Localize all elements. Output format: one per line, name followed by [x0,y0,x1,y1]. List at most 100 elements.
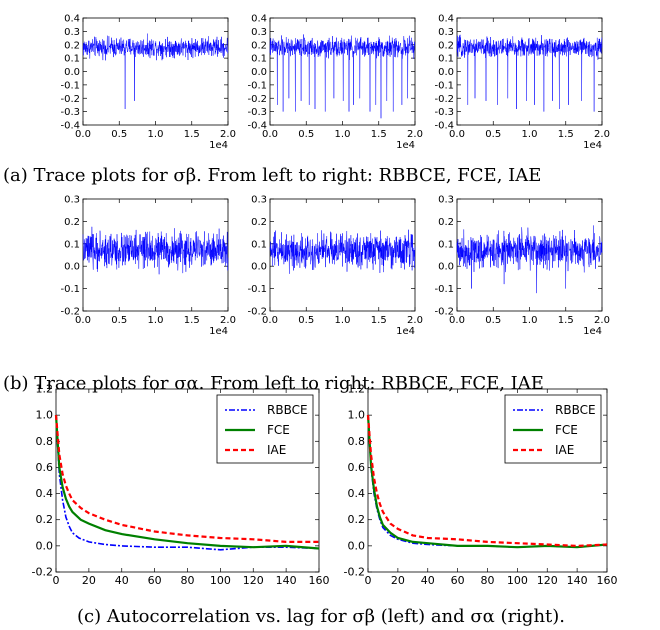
x-tick-label: 0.0 [449,129,465,140]
y-tick-label: -0.4 [60,121,80,132]
chart-a-IAE: 0.40.30.20.10.0-0.1-0.2-0.3-0.40.0 0.5 1.0… [434,14,609,152]
y-tick-label: -0.2 [344,566,365,579]
y-tick-label: 0.4 [251,14,267,25]
x-tick-label: 2.0 [594,315,610,326]
x-tick-label: 40 [421,574,435,587]
y-tick-label: 0.0 [36,539,54,552]
y-tick-label: 0.1 [64,54,80,65]
x-tick-label: 80 [481,574,495,587]
y-tick-label: -0.2 [60,307,80,318]
x-tick-label: 1.0 [148,315,164,326]
x-tick-label: 160 [597,574,618,587]
y-tick-label: 0.0 [348,539,366,552]
chart-a-RBBCE: 0.40.30.20.10.0-0.1-0.2-0.3-0.40.0 0.5 1.0… [60,14,235,152]
y-tick-label: -0.1 [60,80,80,91]
y-tick-label: 0.1 [251,239,267,250]
y-tick-label: -0.2 [434,307,454,318]
x-tick-label: 1.5 [558,129,574,140]
x-tick-label: 0.0 [262,129,278,140]
y-tick-label: 0.0 [64,67,80,78]
y-tick-label: 1.2 [36,383,54,396]
legend-label-rbbce: RBBCE [555,403,596,417]
y-tick-label: -0.2 [247,94,267,105]
y-tick-label: -0.1 [247,80,267,91]
x-tick-label: 0.5 [485,315,501,326]
x-multiplier-label: 1e4 [396,140,415,151]
y-tick-label: 0.4 [438,14,454,25]
x-tick-label: 140 [567,574,588,587]
y-tick-label: 0.1 [438,239,454,250]
legend-label-fce: FCE [267,423,290,437]
x-tick-label: 1.0 [522,315,538,326]
chart-a-FCE: 0.40.30.20.10.0-0.1-0.2-0.3-0.40.0 0.5 1.0… [247,14,422,152]
y-tick-label: -0.1 [247,284,267,295]
legend-label-iae: IAE [555,443,574,457]
y-tick-label: 1.0 [348,409,366,422]
x-tick-label: 60 [148,574,162,587]
x-tick-label: 0.0 [75,315,91,326]
x-tick-label: 0 [53,574,60,587]
y-tick-label: 0.6 [36,461,54,474]
y-tick-label: 0.1 [438,54,454,65]
y-tick-label: 0.3 [64,27,80,38]
y-tick-label: 0.0 [64,262,80,273]
x-tick-label: 120 [243,574,264,587]
chart-c-left: 1.2 1.0 0.8 0.6 0.4 0.2 0.0 -0.20 20 40 60 80 100 120… [32,383,330,588]
x-tick-label: 120 [537,574,558,587]
x-tick-label: 160 [309,574,330,587]
legend-label-iae: IAE [267,443,286,457]
y-tick-label: 0.2 [348,513,366,526]
y-tick-label: 0.0 [251,67,267,78]
x-tick-label: 1.5 [558,315,574,326]
y-tick-label: -0.4 [247,121,267,132]
series-rbbce [55,415,320,551]
x-multiplier-label: 1e4 [396,326,415,337]
x-multiplier-label: 1e4 [209,140,228,151]
y-tick-label: 0.0 [438,67,454,78]
x-tick-label: 1.5 [184,129,200,140]
x-tick-label: 2.0 [220,129,236,140]
y-tick-label: -0.1 [60,284,80,295]
y-tick-label: 0.4 [64,14,80,25]
y-tick-label: 0.2 [64,217,80,228]
trace-line [269,34,416,119]
y-tick-label: -0.4 [434,121,454,132]
x-tick-label: 40 [115,574,129,587]
y-tick-label: 0.2 [438,40,454,51]
x-tick-label: 0.0 [449,315,465,326]
series-fce [366,415,608,549]
y-tick-label: -0.3 [434,107,454,118]
y-tick-label: 0.8 [36,435,54,448]
x-tick-label: 2.0 [594,129,610,140]
y-tick-label: 1.2 [348,383,366,396]
legend-label-fce: FCE [555,423,578,437]
y-tick-label: 1.0 [36,409,54,422]
y-tick-label: 0.2 [251,217,267,228]
y-tick-label: 0.2 [64,40,80,51]
x-tick-label: 1.0 [335,315,351,326]
x-tick-label: 1.5 [371,129,387,140]
x-tick-label: 80 [181,574,195,587]
x-tick-label: 1.5 [371,315,387,326]
x-multiplier-label: 1e4 [583,326,602,337]
y-tick-label: 0.2 [251,40,267,51]
x-tick-label: 0.0 [262,315,278,326]
y-tick-label: 0.0 [438,262,454,273]
y-tick-label: 0.4 [36,487,54,500]
x-multiplier-label: 1e4 [209,326,228,337]
x-tick-label: 100 [210,574,231,587]
y-tick-label: -0.2 [60,94,80,105]
y-tick-label: 0.2 [36,513,54,526]
x-tick-label: 0.5 [485,129,501,140]
plot-frame [82,17,229,126]
y-tick-label: -0.1 [434,284,454,295]
x-tick-label: 0.5 [111,129,127,140]
y-tick-label: -0.3 [247,107,267,118]
legend: RBBCE FCE IAE [504,394,602,464]
y-tick-label: 0.4 [348,487,366,500]
y-tick-label: -0.1 [434,80,454,91]
y-tick-label: 0.2 [438,217,454,228]
x-tick-label: 20 [82,574,96,587]
